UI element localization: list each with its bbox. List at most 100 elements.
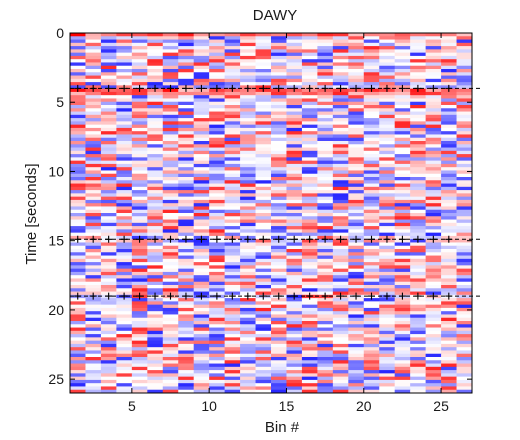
heatmap-cell [271, 334, 287, 338]
x-tick-label: 20 [356, 398, 372, 414]
heatmap-cell [379, 144, 396, 148]
heatmap-cell [410, 376, 427, 381]
plus-marker [167, 235, 174, 243]
heatmap-cell [410, 150, 427, 155]
heatmap-cell [116, 337, 133, 342]
heatmap-cell [456, 281, 473, 286]
heatmap-cell [178, 213, 195, 217]
heatmap-cell [301, 95, 318, 99]
plus-marker [429, 84, 437, 92]
heatmap-cell [425, 357, 442, 361]
heatmap-cell [271, 340, 287, 345]
heatmap-cell [131, 186, 148, 191]
heatmap-cell [379, 353, 396, 358]
heatmap-cell [224, 52, 241, 57]
heatmap-cell [441, 373, 457, 378]
heatmap-cell [147, 334, 164, 338]
heatmap-cell [379, 118, 396, 122]
heatmap-cell [363, 209, 380, 214]
heatmap-cell [100, 62, 117, 67]
heatmap-cell [363, 36, 380, 40]
heatmap-cell [147, 118, 164, 122]
heatmap-cell [162, 373, 179, 378]
heatmap-cell [100, 242, 117, 247]
heatmap-cell [240, 121, 256, 126]
heatmap-cell [85, 304, 102, 309]
heatmap-cell [317, 108, 334, 112]
heatmap-cell [100, 226, 117, 230]
heatmap-cell [348, 134, 365, 139]
heatmap-cell [193, 127, 210, 132]
heatmap-cell [410, 334, 427, 338]
heatmap-cell [425, 334, 442, 338]
heatmap-cell [425, 219, 442, 224]
heatmap-cell [85, 39, 102, 44]
heatmap-cell [147, 173, 164, 178]
heatmap-cell [425, 350, 442, 355]
heatmap-cell [425, 353, 442, 358]
heatmap-cell [363, 75, 380, 80]
heatmap-cell [240, 75, 256, 80]
heatmap-cell [240, 150, 256, 155]
heatmap-cell [224, 226, 241, 230]
heatmap-cell [363, 91, 380, 96]
heatmap-cell [162, 330, 179, 335]
heatmap-cell [100, 193, 117, 198]
heatmap-cell [116, 271, 133, 276]
heatmap-cell [363, 252, 380, 256]
heatmap-cell [100, 209, 117, 214]
heatmap-cell [193, 321, 210, 325]
heatmap-cell [286, 258, 303, 263]
heatmap-cell [456, 111, 473, 116]
heatmap-cell [116, 39, 133, 44]
heatmap-cell [456, 91, 473, 96]
heatmap-cell [224, 137, 241, 142]
heatmap-cell [456, 311, 473, 315]
heatmap-cell [301, 167, 318, 171]
heatmap-cell [255, 278, 272, 283]
heatmap-cell [363, 33, 380, 37]
heatmap-cell [178, 42, 195, 47]
heatmap-cell [100, 59, 117, 63]
heatmap-cell [85, 46, 102, 50]
heatmap-cell [255, 75, 272, 80]
heatmap-cell [348, 78, 365, 83]
heatmap-cell [379, 363, 396, 368]
heatmap-cell [100, 190, 117, 194]
heatmap-cell [425, 42, 442, 47]
heatmap-cell [255, 131, 272, 135]
heatmap-cell [410, 281, 427, 286]
heatmap-cell [379, 59, 396, 63]
heatmap-cell [379, 262, 396, 266]
heatmap-cell [193, 190, 210, 194]
heatmap-cell [193, 242, 210, 247]
heatmap-cell [178, 170, 195, 175]
heatmap-cell [394, 278, 411, 283]
heatmap-cell [240, 111, 256, 116]
heatmap-cell [410, 180, 427, 184]
heatmap-cell [394, 383, 411, 387]
heatmap-cell [240, 242, 256, 247]
heatmap-cell [301, 72, 318, 76]
heatmap-cell [116, 347, 133, 351]
heatmap-cell [348, 59, 365, 63]
heatmap-cell [394, 343, 411, 348]
heatmap-cell [193, 177, 210, 181]
heatmap-cell [286, 154, 303, 158]
heatmap-cell [70, 49, 86, 54]
heatmap-cell [317, 350, 334, 355]
heatmap-cell [224, 281, 241, 286]
heatmap-cell [178, 389, 195, 394]
heatmap-cell [100, 42, 117, 47]
heatmap-cell [100, 219, 117, 224]
heatmap-cell [348, 321, 365, 325]
heatmap-cell [379, 321, 396, 325]
heatmap-cell [193, 366, 210, 371]
heatmap-cell [425, 36, 442, 40]
heatmap-cell [363, 340, 380, 345]
heatmap-cell [441, 222, 457, 227]
heatmap-cell [317, 285, 334, 289]
heatmap-cell [425, 154, 442, 158]
heatmap-cell [456, 347, 473, 351]
heatmap-cell [193, 199, 210, 204]
